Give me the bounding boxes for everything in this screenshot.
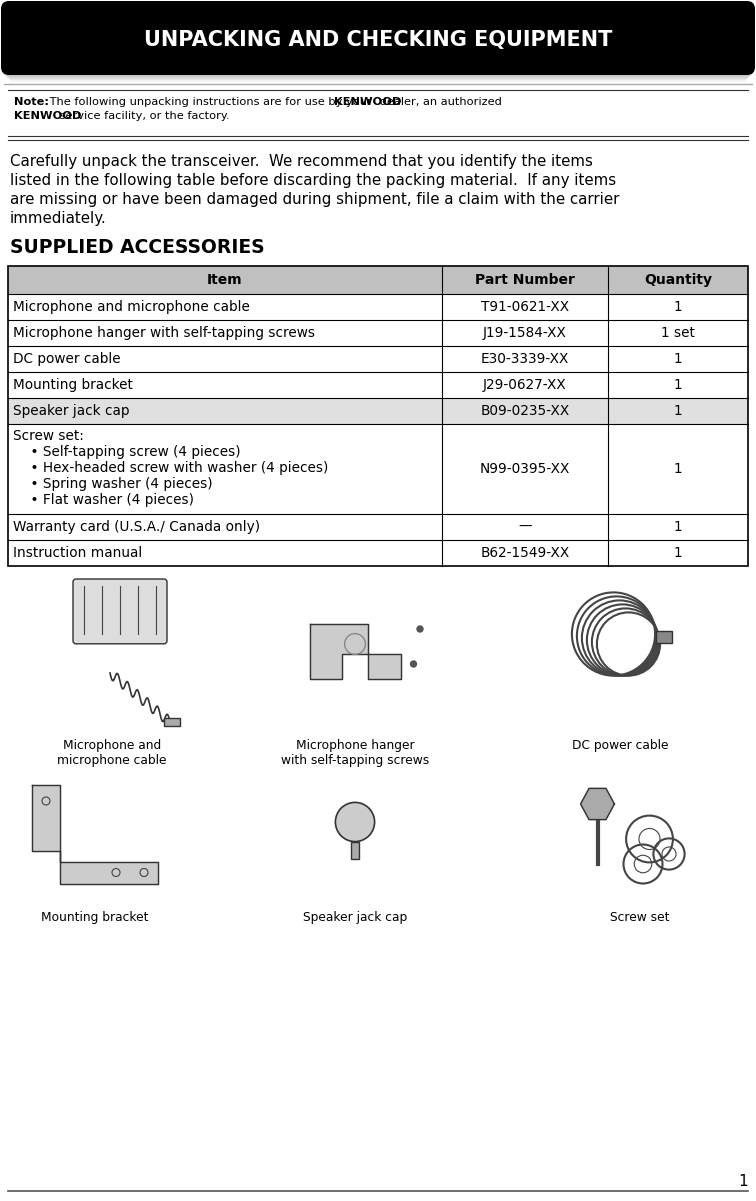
Bar (656, 631, 672, 643)
Text: 1: 1 (674, 404, 683, 418)
Polygon shape (309, 625, 401, 679)
Text: DC power cable: DC power cable (572, 739, 668, 752)
Bar (7, 74, 749, 78)
Bar (8, 514, 748, 540)
Text: Screw set: Screw set (610, 912, 670, 924)
Text: • Hex-headed screw with washer (4 pieces): • Hex-headed screw with washer (4 pieces… (13, 461, 328, 476)
Bar (8, 265, 748, 294)
Text: 1: 1 (739, 1175, 748, 1189)
Bar (9, 77, 747, 80)
Text: KENWOOD: KENWOOD (14, 110, 82, 121)
Text: Microphone hanger with self-tapping screws: Microphone hanger with self-tapping scre… (13, 325, 315, 340)
Text: N99-0395-XX: N99-0395-XX (480, 462, 570, 476)
Bar (164, 718, 180, 727)
Text: J19-1584-XX: J19-1584-XX (483, 325, 567, 340)
Text: • Flat washer (4 pieces): • Flat washer (4 pieces) (13, 492, 194, 507)
Bar (8, 372, 748, 398)
Text: Microphone hanger
with self-tapping screws: Microphone hanger with self-tapping scre… (281, 739, 429, 767)
Text: KENWOOD: KENWOOD (334, 97, 401, 107)
Text: • Self-tapping screw (4 pieces): • Self-tapping screw (4 pieces) (13, 446, 240, 459)
Bar (10, 78, 746, 80)
Text: Mounting bracket: Mounting bracket (42, 912, 149, 924)
Text: • Spring washer (4 pieces): • Spring washer (4 pieces) (13, 477, 212, 491)
Bar (8, 346, 748, 372)
Text: Speaker jack cap: Speaker jack cap (13, 404, 129, 418)
Text: 1 set: 1 set (661, 325, 695, 340)
Text: Part Number: Part Number (475, 273, 575, 287)
Text: 1: 1 (674, 300, 683, 313)
Text: DC power cable: DC power cable (13, 352, 121, 366)
Circle shape (417, 626, 423, 632)
Text: Quantity: Quantity (644, 273, 712, 287)
Text: T91-0621-XX: T91-0621-XX (481, 300, 569, 313)
Bar (8, 540, 748, 566)
Text: E30-3339-XX: E30-3339-XX (481, 352, 569, 366)
Text: Warranty card (U.S.A./ Canada only): Warranty card (U.S.A./ Canada only) (13, 520, 260, 534)
Text: 1: 1 (674, 546, 683, 560)
Text: Mounting bracket: Mounting bracket (13, 378, 133, 392)
Text: The following unpacking instructions are for use by your: The following unpacking instructions are… (46, 97, 376, 107)
Bar (8, 294, 748, 319)
Text: B09-0235-XX: B09-0235-XX (480, 404, 569, 418)
Text: 1: 1 (674, 378, 683, 392)
FancyBboxPatch shape (1, 1, 755, 74)
Bar (351, 842, 359, 859)
Text: dealer, an authorized: dealer, an authorized (376, 97, 502, 107)
Text: service facility, or the factory.: service facility, or the factory. (56, 110, 230, 121)
Text: Instruction manual: Instruction manual (13, 546, 142, 560)
Text: listed in the following table before discarding the packing material.  If any it: listed in the following table before dis… (10, 173, 616, 189)
Bar (11, 79, 745, 82)
Text: —: — (519, 520, 531, 534)
Text: immediately.: immediately. (10, 211, 107, 226)
Bar (8, 424, 748, 514)
Text: are missing or have been damaged during shipment, file a claim with the carrier: are missing or have been damaged during … (10, 192, 619, 207)
Bar (6, 74, 750, 77)
Text: Carefully unpack the transceiver.  We recommend that you identify the items: Carefully unpack the transceiver. We rec… (10, 154, 593, 169)
Text: Microphone and microphone cable: Microphone and microphone cable (13, 300, 250, 313)
Text: 1: 1 (674, 462, 683, 476)
Text: Item: Item (207, 273, 243, 287)
Bar (8, 265, 748, 566)
Text: B62-1549-XX: B62-1549-XX (480, 546, 569, 560)
Text: Note:: Note: (14, 97, 49, 107)
Circle shape (336, 802, 375, 842)
Bar (8, 76, 748, 79)
Text: UNPACKING AND CHECKING EQUIPMENT: UNPACKING AND CHECKING EQUIPMENT (144, 30, 612, 50)
Text: 1: 1 (674, 520, 683, 534)
Text: Microphone and
microphone cable: Microphone and microphone cable (57, 739, 167, 767)
Text: 1: 1 (674, 352, 683, 366)
Bar (5, 73, 751, 76)
Polygon shape (32, 784, 158, 884)
Text: SUPPLIED ACCESSORIES: SUPPLIED ACCESSORIES (10, 238, 265, 257)
Text: J29-0627-XX: J29-0627-XX (483, 378, 567, 392)
Text: Screw set:: Screw set: (13, 429, 84, 443)
Bar (8, 398, 748, 424)
Bar (4, 72, 752, 74)
Text: Speaker jack cap: Speaker jack cap (303, 912, 407, 924)
FancyBboxPatch shape (73, 579, 167, 644)
Bar (8, 319, 748, 346)
Polygon shape (581, 788, 615, 819)
Circle shape (411, 661, 417, 667)
